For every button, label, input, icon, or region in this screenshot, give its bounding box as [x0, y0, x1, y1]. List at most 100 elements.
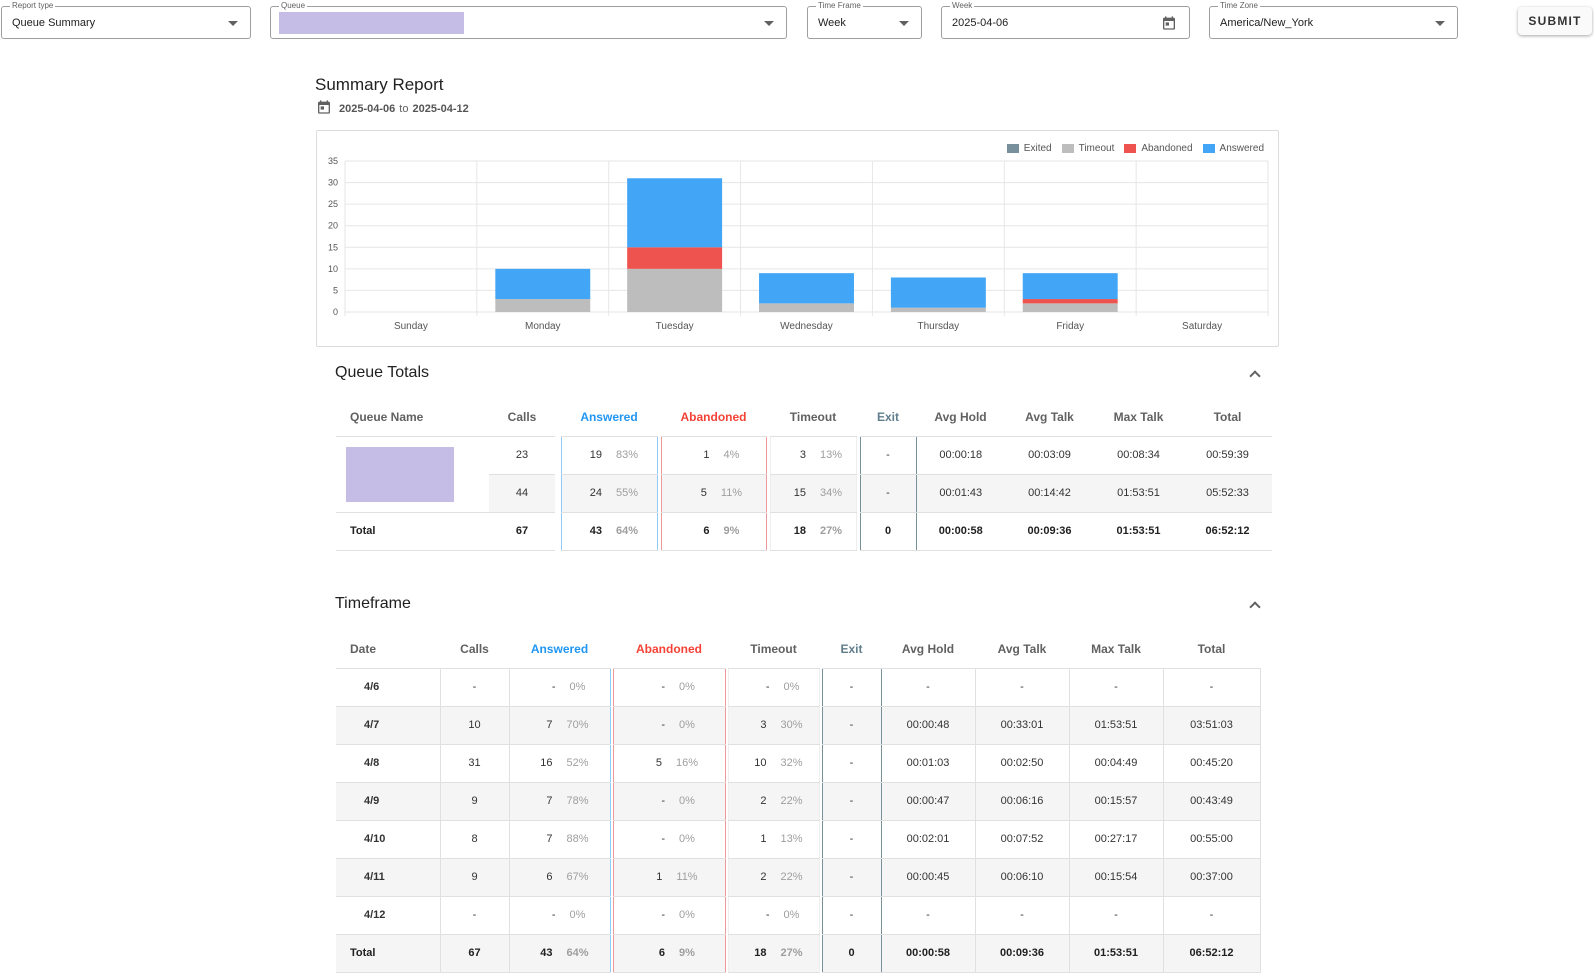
- total-time-cell: 00:55:00: [1163, 820, 1261, 859]
- legend-item-timeout[interactable]: Timeout: [1061, 143, 1115, 154]
- answered-count: 6: [546, 871, 553, 883]
- timeout-percent: 27%: [780, 947, 803, 959]
- legend-item-answered[interactable]: Answered: [1202, 143, 1264, 154]
- avg-talk: 00:06:16: [1000, 795, 1044, 807]
- timeout-cell: 1 13%: [727, 820, 820, 859]
- report-type-label: Report type: [10, 1, 56, 11]
- avg-hold: -: [926, 909, 930, 921]
- legend-item-exited[interactable]: Exited: [1006, 143, 1052, 154]
- abandoned-percent: 0%: [679, 719, 695, 731]
- total-time: -: [1209, 681, 1214, 693]
- abandoned-percent: 0%: [679, 795, 695, 807]
- x-tick-label: Sunday: [394, 321, 428, 332]
- calls: 31: [468, 757, 481, 769]
- col-abandoned[interactable]: Abandoned: [661, 398, 766, 437]
- answered-count: -: [551, 681, 556, 693]
- report-type-select[interactable]: Report type Queue Summary: [1, 1, 251, 39]
- range-end: 2025-04-12: [412, 102, 469, 115]
- date-cell: 4/10: [336, 820, 441, 859]
- timeout-cell: 18 27%: [769, 512, 857, 551]
- legend-swatch: [1124, 144, 1137, 153]
- timeout-count: 2: [760, 871, 767, 883]
- time-zone-select[interactable]: Time Zone America/New_York: [1209, 1, 1458, 39]
- redacted-queue-value: [279, 12, 464, 34]
- timeframe-table: Date Calls Answered Abandoned Timeout Ex…: [336, 630, 1261, 973]
- col-timeout[interactable]: Timeout: [728, 630, 819, 669]
- col-calls[interactable]: Calls: [440, 630, 509, 669]
- calls-cell: 9: [440, 858, 510, 897]
- avg-hold-cell: 00:00:47: [881, 782, 976, 821]
- answered-percent: 64%: [615, 525, 639, 537]
- col-max-talk[interactable]: Max Talk: [1069, 630, 1163, 669]
- abandoned-cell: - 0%: [612, 820, 726, 859]
- timeout-count: -: [765, 681, 770, 693]
- answered-cell: 6 67%: [508, 858, 611, 897]
- answered-percent: 55%: [615, 487, 639, 499]
- col-avg-hold[interactable]: Avg Hold: [916, 398, 1005, 437]
- exit: -: [849, 833, 854, 845]
- y-tick-label: 25: [328, 199, 338, 209]
- abandoned-cell: 5 16%: [612, 744, 726, 783]
- calls-cell: 44: [489, 474, 555, 513]
- col-total[interactable]: Total: [1163, 630, 1260, 669]
- abandoned-cell: 5 11%: [660, 474, 767, 513]
- col-exit[interactable]: Exit: [822, 630, 881, 669]
- answered-cell: - 0%: [508, 896, 611, 935]
- max-talk: 01:53:51: [1117, 487, 1160, 499]
- col-answered[interactable]: Answered: [509, 630, 610, 669]
- exit: 0: [848, 947, 855, 959]
- collapse-timeframe-icon[interactable]: [1249, 601, 1261, 613]
- abandoned-percent: 11%: [720, 487, 743, 499]
- abandoned-count: 6: [658, 947, 666, 959]
- answered-percent: 0%: [569, 681, 586, 693]
- answered-cell: 24 55%: [560, 474, 658, 513]
- col-avg-talk[interactable]: Avg Talk: [1005, 398, 1094, 437]
- abandoned-percent: 0%: [679, 833, 695, 845]
- max-talk: 00:15:54: [1094, 871, 1138, 883]
- col-avg-talk[interactable]: Avg Talk: [975, 630, 1069, 669]
- col-queue-name[interactable]: Queue Name: [336, 398, 489, 437]
- answered-percent: 67%: [566, 871, 589, 883]
- calls-cell: 23: [489, 436, 555, 475]
- col-total[interactable]: Total: [1183, 398, 1272, 437]
- col-exit[interactable]: Exit: [860, 398, 916, 437]
- col-avg-hold[interactable]: Avg Hold: [881, 630, 975, 669]
- timeout-percent: 34%: [819, 487, 843, 499]
- submit-button[interactable]: SUBMIT: [1518, 7, 1592, 35]
- chevron-down-icon: [764, 21, 774, 26]
- abandoned-count: 1: [703, 449, 710, 461]
- time-frame-select[interactable]: Time Frame Week: [807, 1, 922, 39]
- col-abandoned[interactable]: Abandoned: [613, 630, 725, 669]
- week-label: Week: [950, 1, 975, 11]
- answered-percent: 0%: [569, 909, 586, 921]
- redacted-queue-names: [346, 446, 454, 502]
- exit-cell: -: [821, 744, 882, 783]
- queue-select[interactable]: Queue: [270, 1, 787, 39]
- col-timeout[interactable]: Timeout: [770, 398, 856, 437]
- table-row: 4/10 8 7 88% - 0% 1 13% - 00:02:01 00:07:52 00:27:1…: [336, 820, 1261, 859]
- abandoned-cell: 1 4%: [660, 436, 767, 475]
- avg-talk: -: [1020, 681, 1024, 693]
- col-date[interactable]: Date: [336, 630, 440, 669]
- date: 4/10: [364, 833, 386, 845]
- col-max-talk[interactable]: Max Talk: [1094, 398, 1183, 437]
- time-zone-value: America/New_York: [1220, 17, 1314, 29]
- calls: 9: [471, 871, 478, 883]
- calendar-icon[interactable]: [1161, 15, 1177, 36]
- timeout-cell: 18 27%: [727, 934, 820, 973]
- week-date-input[interactable]: Week 2025-04-06: [941, 1, 1190, 39]
- answered-percent: 83%: [615, 449, 639, 461]
- answered-percent: 78%: [566, 795, 589, 807]
- timeout-percent: 22%: [780, 871, 803, 883]
- col-calls[interactable]: Calls: [489, 398, 555, 437]
- col-answered[interactable]: Answered: [561, 398, 657, 437]
- legend-label: Timeout: [1078, 143, 1115, 154]
- timeout-cell: 15 34%: [769, 474, 857, 513]
- collapse-queue-totals-icon[interactable]: [1249, 370, 1261, 382]
- avg-hold-cell: 00:00:45: [881, 858, 976, 897]
- calls: -: [472, 681, 477, 693]
- answered-count: 16: [540, 757, 553, 769]
- timeout-percent: 32%: [780, 757, 803, 769]
- total-time-cell: 03:51:03: [1163, 706, 1261, 745]
- legend-item-abandoned[interactable]: Abandoned: [1124, 143, 1193, 154]
